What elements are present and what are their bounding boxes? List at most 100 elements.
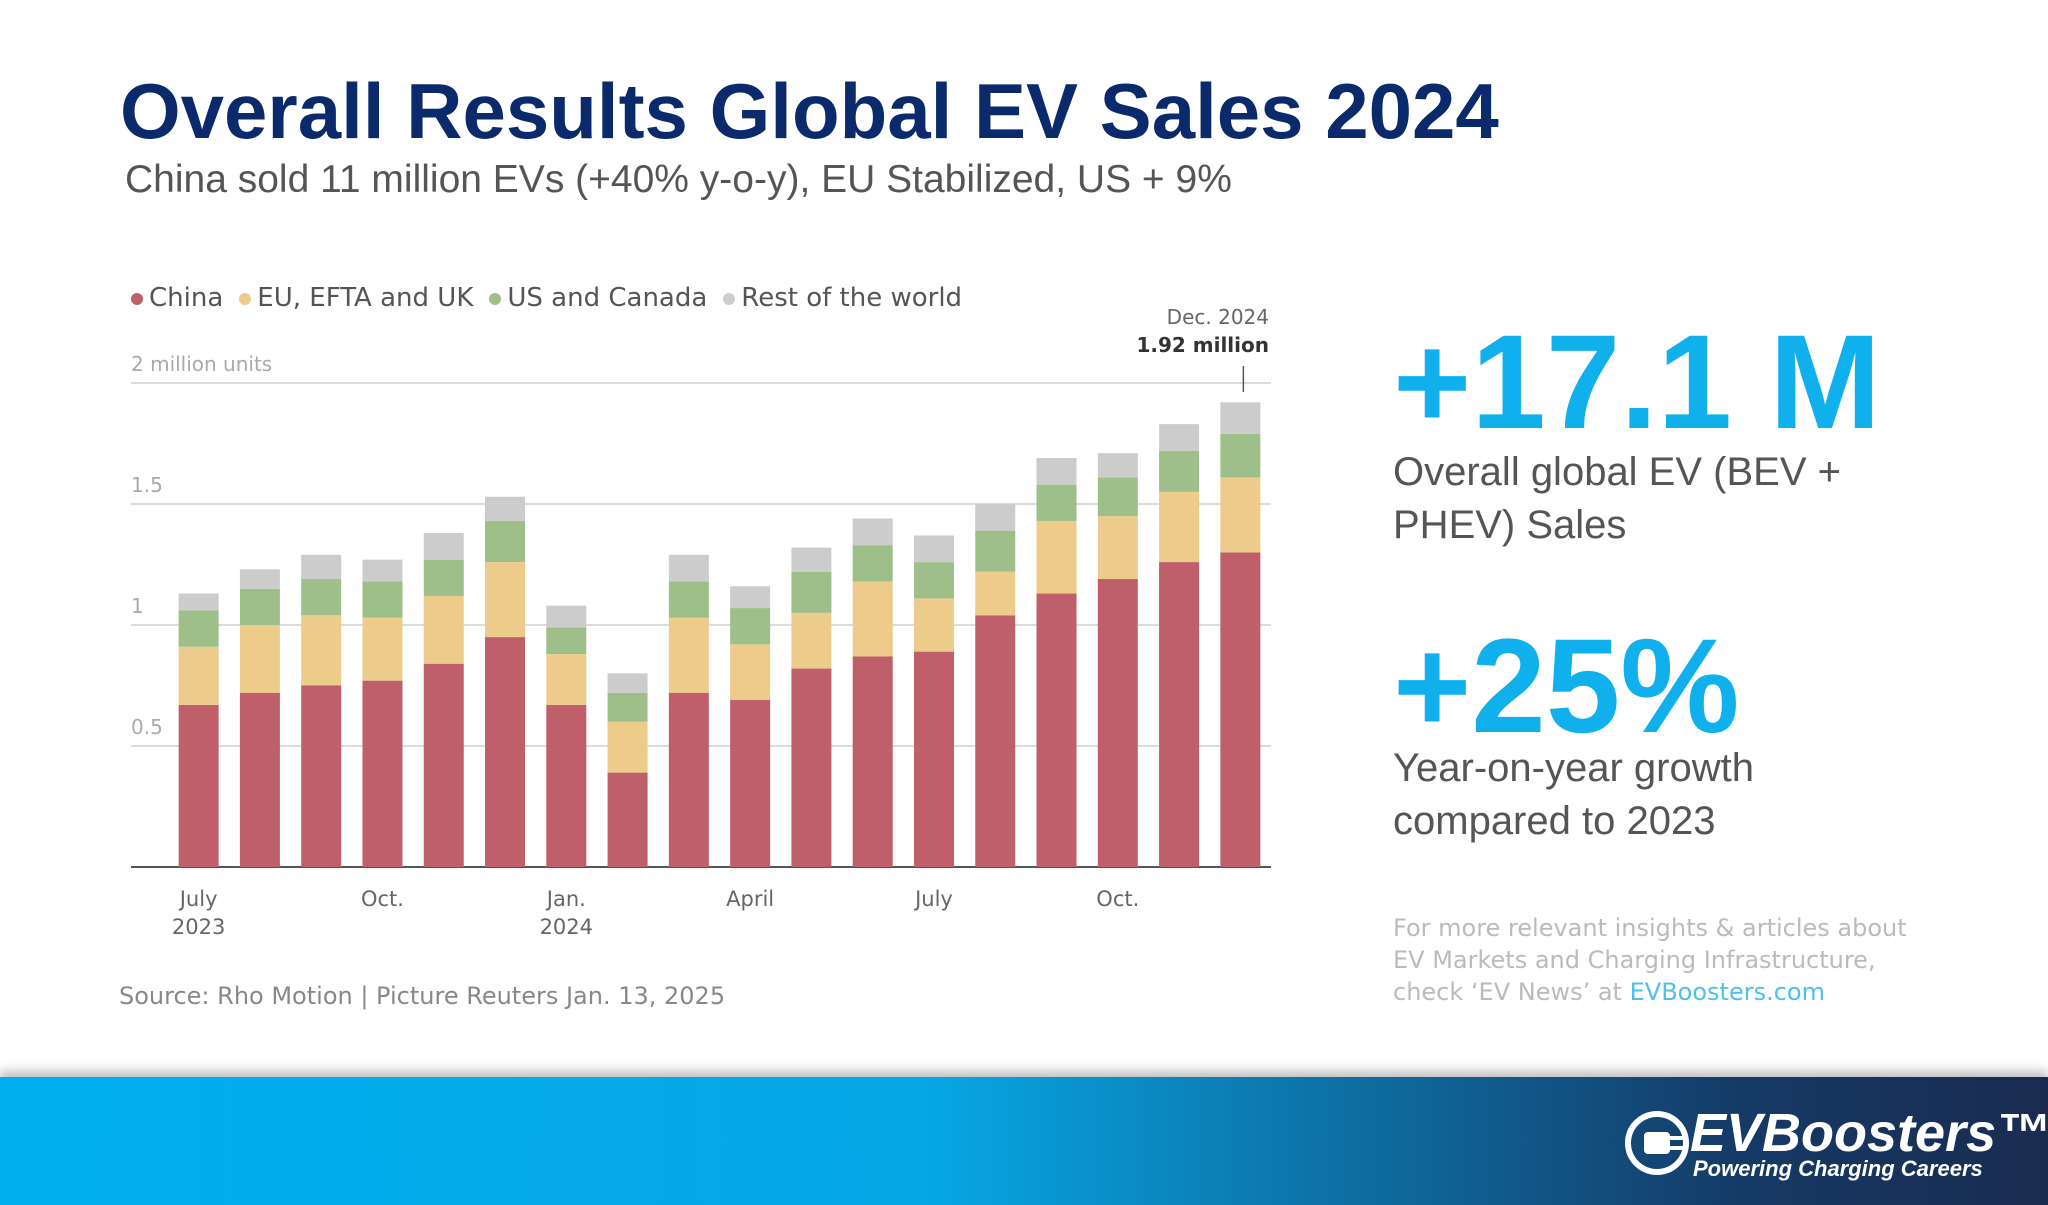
bar-segment (1036, 520, 1077, 594)
legend-item: China (131, 283, 223, 313)
slide-subtitle: China sold 11 million EVs (+40% y-o-y), … (125, 158, 1232, 201)
bar-segment (1220, 433, 1261, 478)
bar-segment (913, 651, 954, 867)
bar-segment (913, 598, 954, 652)
annotation-title: Dec. 2024 (1167, 305, 1269, 329)
bar-segment (975, 504, 1016, 531)
tagline: Powering Charging Careers (1693, 1156, 1983, 1181)
bar-segment (913, 535, 954, 563)
x-tick-label: July (915, 887, 953, 911)
bar-segment (730, 608, 771, 645)
footer-band (0, 1077, 2048, 1205)
legend-label: US and Canada (507, 283, 708, 313)
bar-segment (607, 692, 648, 722)
stat-text: Year-on-year growth compared to 2023 (1393, 746, 1754, 843)
bar-segment (607, 673, 648, 693)
bar-segment (730, 700, 771, 867)
bar-segment (1097, 516, 1138, 580)
slide-title: Overall Results Global EV Sales 2024 (120, 67, 1499, 155)
legend-label: China (149, 283, 224, 313)
bar-segment (301, 579, 342, 616)
bar-segment (730, 586, 771, 609)
bar-segment (1220, 477, 1261, 553)
source: Source: Rho Motion | Picture Reuters Jan… (119, 982, 726, 1010)
bar-segment (546, 627, 587, 655)
bar-segment (178, 593, 219, 611)
legend-item: EU, EFTA and UK (239, 283, 473, 313)
bar-segment (239, 625, 280, 693)
x-tick-label: Oct. (360, 887, 404, 911)
logo-icon (1625, 1111, 1689, 1175)
legend-label: EU, EFTA and UK (257, 283, 474, 313)
legend-label: Rest of the world (741, 283, 963, 313)
bar-segment (607, 721, 648, 773)
bar-segment (546, 605, 587, 628)
bar-segment (362, 559, 403, 582)
stat-value: +17.1 M (1393, 308, 1881, 457)
link[interactable]: EVBoosters.com (1629, 978, 1825, 1006)
bar-segment (239, 569, 280, 589)
bar-segment (485, 520, 526, 563)
y-tick-label: 0.5 (131, 715, 163, 739)
legend-item: US and Canada (489, 283, 707, 313)
bar-segment (668, 554, 709, 582)
bar-segment (178, 646, 219, 705)
legend-swatch (131, 292, 143, 305)
bar-segment (852, 545, 893, 582)
legend-swatch (723, 292, 736, 305)
bar-segment (362, 581, 403, 618)
bar-segment (668, 692, 709, 867)
legend-swatch (489, 292, 502, 305)
bar-segment (362, 680, 403, 867)
bar-segment (546, 704, 587, 867)
bar-segment (791, 571, 832, 613)
annotation-text: 1.92 million (1136, 333, 1269, 357)
bar-segment (791, 547, 832, 572)
bar-segment (1036, 458, 1077, 485)
bar-segment (852, 656, 893, 867)
bar-segment (239, 588, 280, 625)
bar-segment (913, 562, 954, 599)
bar-segment (975, 571, 1016, 616)
x-tick-label: July 2023 (171, 887, 226, 939)
logo: EVBoosters™ (1690, 1103, 2048, 1163)
bar-segment (178, 704, 219, 867)
bar-segment (1220, 552, 1261, 867)
bar-segment (1097, 477, 1138, 517)
bar-segment (485, 496, 526, 521)
y-tick-label: 1 (131, 594, 144, 618)
stat-text: Overall global EV (BEV + PHEV) Sales (1393, 450, 1841, 547)
bar-segment (975, 530, 1016, 572)
bar-segment (301, 554, 342, 580)
bar-segment (975, 615, 1016, 867)
bar-segment (1097, 579, 1138, 867)
bar-segment (178, 610, 219, 647)
bar-segment (1159, 450, 1200, 492)
note: For more relevant insights & articles ab… (1393, 912, 1913, 1008)
bar-segment (668, 617, 709, 693)
y-tick-label: 2 million units (131, 352, 272, 376)
bar-segment (1220, 402, 1261, 434)
bar-segment (239, 692, 280, 867)
y-tick-label: 1.5 (131, 473, 163, 497)
bar-segment (607, 772, 648, 867)
note-text: For more relevant insights & articles ab… (1393, 914, 1907, 1006)
bar-segment (485, 637, 526, 867)
bar-segment (423, 533, 464, 560)
legend-swatch (239, 292, 252, 305)
legend-item: Rest of the world (723, 283, 962, 313)
bar-segment (423, 663, 464, 867)
x-tick-label: Oct. (1096, 887, 1140, 911)
bar-segment (1097, 453, 1138, 478)
bar-segment (362, 617, 403, 681)
x-tick-label: April (726, 887, 775, 911)
bar-segment (852, 581, 893, 657)
bar-segment (423, 595, 464, 664)
bar-segment (301, 615, 342, 686)
legend: China EU, EFTA and UK US and Canada Rest of… (131, 283, 962, 313)
bar-segment (1036, 484, 1077, 521)
bar-segment (1159, 424, 1200, 451)
bar-segment (1159, 562, 1200, 867)
